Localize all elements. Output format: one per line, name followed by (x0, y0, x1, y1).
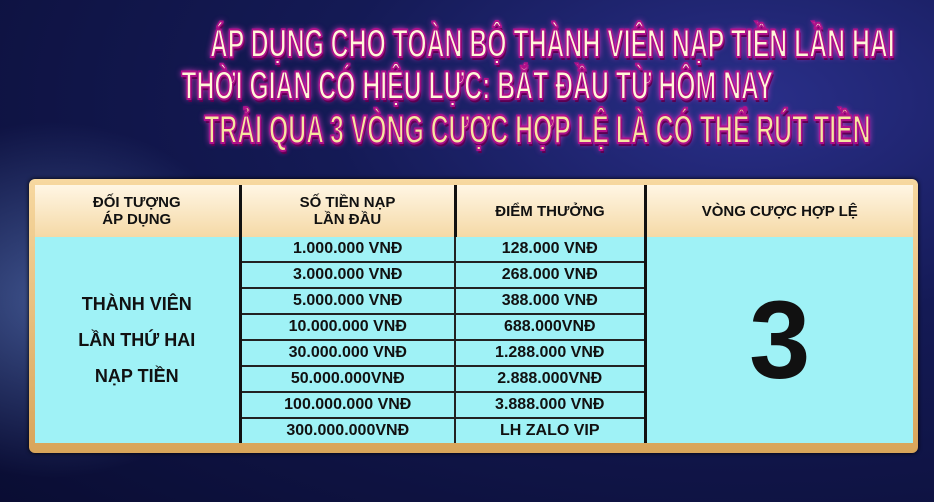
bonus-table: ĐỐI TƯỢNG ÁP DỤNG SỐ TIỀN NẠP LẦN ĐẦU ĐI… (35, 185, 913, 443)
target-line: LẦN THỨ HAI (78, 330, 196, 350)
bonus-cell: LH ZALO VIP (454, 418, 645, 443)
target-line: NẠP TIỀN (94, 366, 179, 386)
table-row: 300.000.000VNĐ LH ZALO VIP (35, 418, 913, 443)
table-row: 50.000.000VNĐ 2.888.000VNĐ (35, 366, 913, 393)
deposit-cell: 100.000.000 VNĐ (238, 392, 455, 419)
deposit-cell: 10.000.000 VNĐ (238, 314, 455, 341)
deposit-cell: 5.000.000 VNĐ (238, 288, 455, 315)
deposit-cell: 1.000.000 VNĐ (238, 237, 455, 263)
table-row: 5.000.000 VNĐ 388.000 VNĐ (35, 288, 913, 315)
header-deposit: SỐ TIỀN NẠP LẦN ĐẦU (238, 185, 455, 237)
deposit-cell: 3.000.000 VNĐ (238, 262, 455, 289)
table-row: 10.000.000 VNĐ 688.000VNĐ (35, 314, 913, 341)
bonus-cell: 3.888.000 VNĐ (454, 392, 645, 419)
header-target: ĐỐI TƯỢNG ÁP DỤNG (35, 185, 240, 237)
bonus-cell: 128.000 VNĐ (454, 237, 645, 263)
headline-line-3: TRẢI QUA 3 VÒNG CƯỢC HỢP LỆ LÀ CÓ THỂ RÚ… (204, 107, 872, 153)
table-row: 30.000.000 VNĐ 1.288.000 VNĐ (35, 340, 913, 367)
bonus-cell: 2.888.000VNĐ (454, 366, 645, 393)
bonus-cell: 688.000VNĐ (454, 314, 645, 341)
target-line: THÀNH VIÊN (81, 294, 192, 314)
bonus-cell: 1.288.000 VNĐ (454, 340, 645, 367)
header-bonus: ĐIỂM THƯỞNG (453, 185, 645, 237)
deposit-cell: 30.000.000 VNĐ (238, 340, 455, 367)
table-row: 100.000.000 VNĐ 3.888.000 VNĐ (35, 392, 913, 419)
table-header-row: ĐỐI TƯỢNG ÁP DỤNG SỐ TIỀN NẠP LẦN ĐẦU ĐI… (35, 185, 913, 237)
header-rounds: VÒNG CƯỢC HỢP LỆ (643, 185, 913, 237)
deposit-cell: 50.000.000VNĐ (238, 366, 455, 393)
table-row: 3.000.000 VNĐ 268.000 VNĐ (35, 262, 913, 289)
deposit-cell: 300.000.000VNĐ (238, 418, 455, 443)
target-cell: THÀNH VIÊN LẦN THỨ HAI NẠP TIỀN (35, 237, 240, 443)
bonus-cell: 388.000 VNĐ (454, 288, 645, 315)
headline-line-2: THỜI GIAN CÓ HIỆU LỰC: BẮT ĐẦU TỪ HÔM NA… (181, 63, 774, 109)
rounds-cell: 3 (643, 237, 913, 443)
table-row: THÀNH VIÊN LẦN THỨ HAI NẠP TIỀN 1.000.000 V… (35, 237, 913, 443)
headline-line-1: ÁP DỤNG CHO TOÀN BỘ THÀNH VIÊN NẠP TIỀN … (209, 21, 895, 67)
bonus-cell: 268.000 VNĐ (454, 262, 645, 289)
